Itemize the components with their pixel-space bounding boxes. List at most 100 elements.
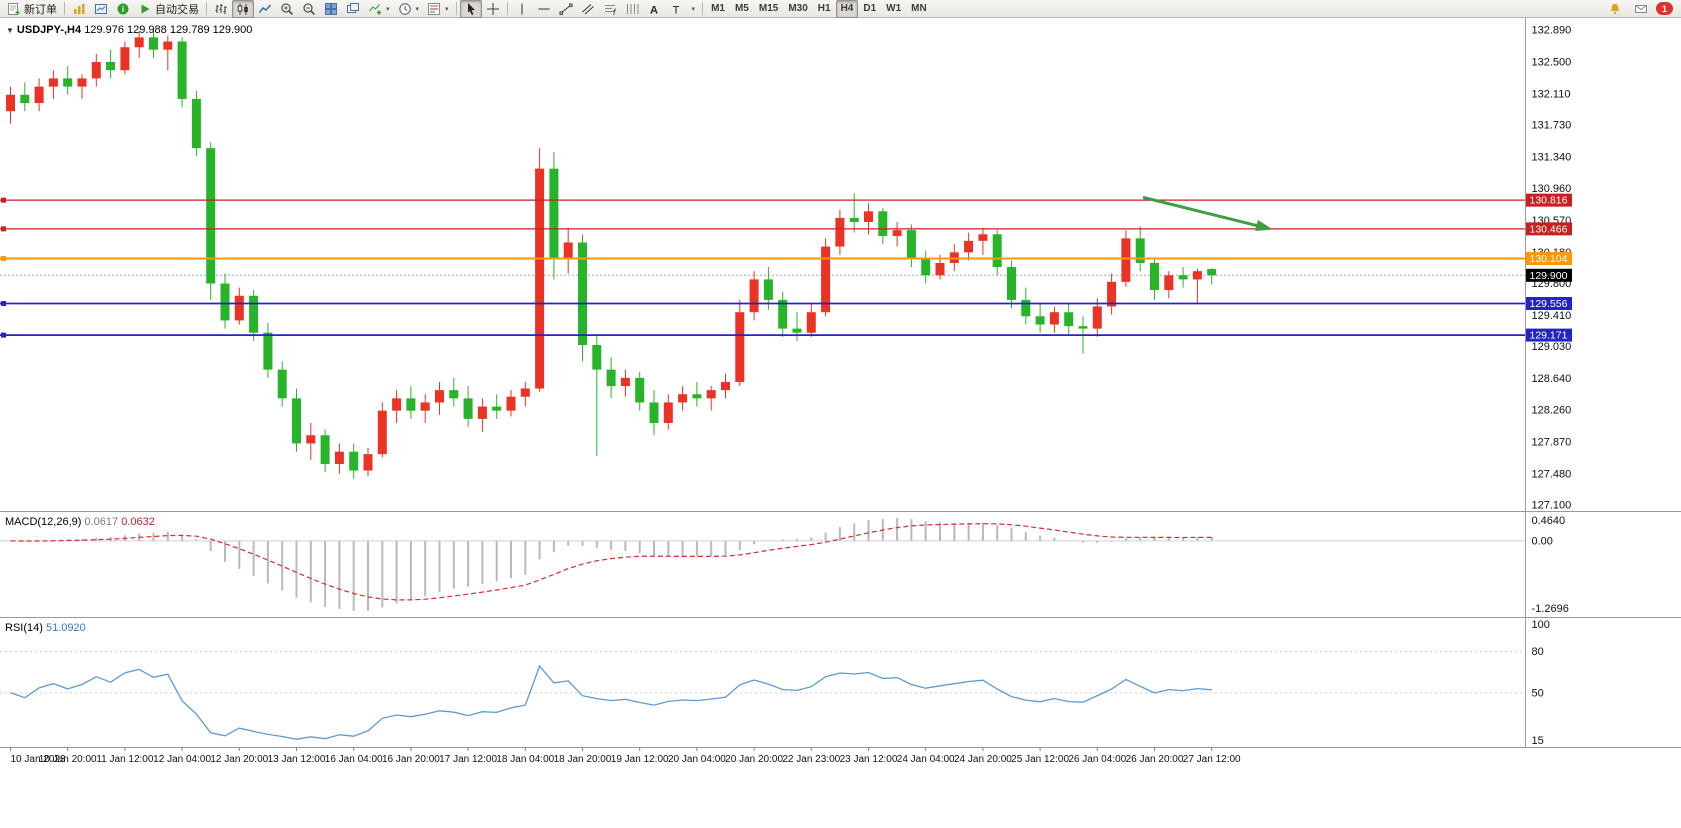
toolbar-separator (506, 2, 508, 15)
templates-button: ▾ (423, 0, 453, 18)
new-chart-button[interactable] (68, 0, 90, 18)
price-tag: 129.900 (1526, 268, 1572, 282)
macd-name: MACD(12,26,9) (5, 516, 82, 528)
svg-text:129.556: 129.556 (1530, 298, 1568, 310)
timeframe-m1-button[interactable]: M1 (711, 3, 725, 14)
svg-text:23 Jan 12:00: 23 Jan 12:00 (840, 754, 898, 765)
text-label-tool-button[interactable]: T (665, 0, 687, 18)
zoom-in-button[interactable] (276, 0, 298, 18)
svg-text:18 Jan 04:00: 18 Jan 04:00 (496, 754, 554, 765)
arrows-tool-button[interactable]: ▾ (687, 0, 700, 18)
svg-text:132.890: 132.890 (1532, 25, 1572, 37)
toolbar-separator (206, 2, 207, 15)
svg-text:0.4640: 0.4640 (1532, 515, 1566, 527)
trend-arrow-head (1255, 219, 1273, 231)
autotrading-label: 自动交易 (155, 3, 199, 16)
zoom-out-icon (303, 2, 316, 15)
svg-text:11 Jan 12:00: 11 Jan 12:00 (96, 754, 154, 765)
macd-axis: 0.4640 0.00 -1.2696 (1532, 515, 1569, 615)
profiles-button[interactable] (90, 0, 112, 18)
cycle-lines-icon (626, 3, 639, 14)
svg-text:18 Jan 20:00: 18 Jan 20:00 (554, 754, 612, 765)
svg-text:10 Jan 2023: 10 Jan 2023 (11, 754, 66, 765)
timeframe-h4-button[interactable]: H4 (835, 0, 859, 18)
fibonacci-tool-button[interactable]: f (599, 0, 621, 18)
trendline-tool-button[interactable] (555, 0, 577, 18)
tile-windows-button[interactable] (320, 0, 342, 18)
new-order-button[interactable]: 新订单 (3, 0, 61, 18)
template-icon (428, 2, 441, 15)
timeframe-m15-button[interactable]: M15 (758, 3, 779, 14)
dropdown-caret-icon: ▾ (445, 5, 449, 13)
timeframe-m5-button[interactable]: M5 (734, 3, 749, 14)
svg-text:12 Jan 04:00: 12 Jan 04:00 (153, 754, 211, 765)
info-icon: i (117, 3, 129, 14)
alerts-button[interactable] (1604, 0, 1626, 18)
autotrading-button[interactable]: 自动交易 (134, 0, 203, 18)
collapse-arrow-icon[interactable]: ▼ (6, 26, 14, 35)
svg-text:130.466: 130.466 (1530, 223, 1568, 235)
toolbar-right-group: 1 (1604, 0, 1678, 18)
new-order-label: 新订单 (24, 3, 57, 16)
crosshair-button[interactable] (482, 0, 504, 18)
help-info-button[interactable]: i (112, 0, 134, 18)
cursor-button[interactable] (459, 0, 482, 18)
svg-text:22 Jan 23:00: 22 Jan 23:00 (782, 754, 840, 765)
cycle-lines-tool-button[interactable] (621, 0, 643, 18)
new-order-icon (8, 2, 20, 15)
crosshair-icon (486, 2, 499, 15)
svg-text:12 Jan 20:00: 12 Jan 20:00 (210, 754, 268, 765)
bar-chart-mode-button[interactable] (210, 0, 232, 18)
mailbox-button[interactable] (1630, 0, 1652, 18)
timeframe-mn-button[interactable]: MN (911, 3, 927, 14)
text-icon: A (650, 4, 658, 16)
notification-badge[interactable]: 1 (1656, 2, 1673, 15)
rsi-axis: 100 80 50 15 (1532, 619, 1550, 747)
svg-text:15: 15 (1532, 735, 1544, 747)
indicators-button[interactable]: ▾ (364, 0, 394, 18)
clock-icon (398, 2, 411, 15)
trend-arrow[interactable] (1142, 195, 1270, 230)
svg-text:131.340: 131.340 (1532, 152, 1572, 164)
dropdown-caret-icon: ▾ (386, 5, 390, 13)
price-tag: 130.104 (1526, 252, 1572, 266)
svg-text:80: 80 (1532, 646, 1544, 658)
envelope-icon (1635, 4, 1647, 13)
svg-text:131.730: 131.730 (1532, 120, 1572, 132)
rsi-name: RSI(14) (5, 622, 43, 634)
svg-text:16 Jan 20:00: 16 Jan 20:00 (382, 754, 440, 765)
vertical-line-icon (521, 3, 523, 14)
svg-text:19 Jan 12:00: 19 Jan 12:00 (611, 754, 669, 765)
zoom-out-button[interactable] (298, 0, 320, 18)
svg-text:127.100: 127.100 (1532, 500, 1572, 512)
svg-text:129.410: 129.410 (1532, 310, 1572, 322)
svg-text:129.900: 129.900 (1530, 270, 1568, 282)
svg-text:17 Jan 12:00: 17 Jan 12:00 (439, 754, 497, 765)
rsi-label: RSI(14) 51.0920 (5, 622, 86, 634)
svg-text:24 Jan 04:00: 24 Jan 04:00 (897, 754, 955, 765)
periods-button[interactable]: ▾ (394, 0, 424, 18)
timeframe-d1-button[interactable]: D1 (863, 3, 877, 14)
dropdown-caret-icon: ▾ (415, 5, 420, 13)
timeframe-h1-button[interactable]: H1 (817, 3, 831, 14)
line-chart-mode-button[interactable] (254, 0, 276, 18)
macd-histogram (23, 518, 1213, 611)
toolbar-separator (702, 2, 704, 15)
channel-tool-button[interactable] (577, 0, 599, 18)
trendline-icon (559, 3, 573, 15)
timeframe-m30-button[interactable]: M30 (788, 3, 808, 14)
candlestick-mode-button[interactable] (232, 0, 254, 18)
macd-signal-value: 0.0632 (121, 516, 155, 528)
text-tool-button[interactable]: A (643, 0, 665, 18)
svg-text:129.171: 129.171 (1530, 330, 1568, 342)
vertical-line-tool-button[interactable] (511, 0, 533, 18)
candlestick-icon (237, 3, 248, 15)
timeframe-toolbar: M1 M5 M15 M30 H1 H4 D1 W1 MN (706, 0, 932, 18)
horizontal-line-tool-button[interactable] (533, 0, 555, 18)
timeframe-w1-button[interactable]: W1 (886, 3, 902, 14)
cascade-windows-button[interactable] (342, 0, 364, 18)
zoom-in-icon (281, 2, 294, 15)
svg-text:20 Jan 20:00: 20 Jan 20:00 (725, 754, 783, 765)
